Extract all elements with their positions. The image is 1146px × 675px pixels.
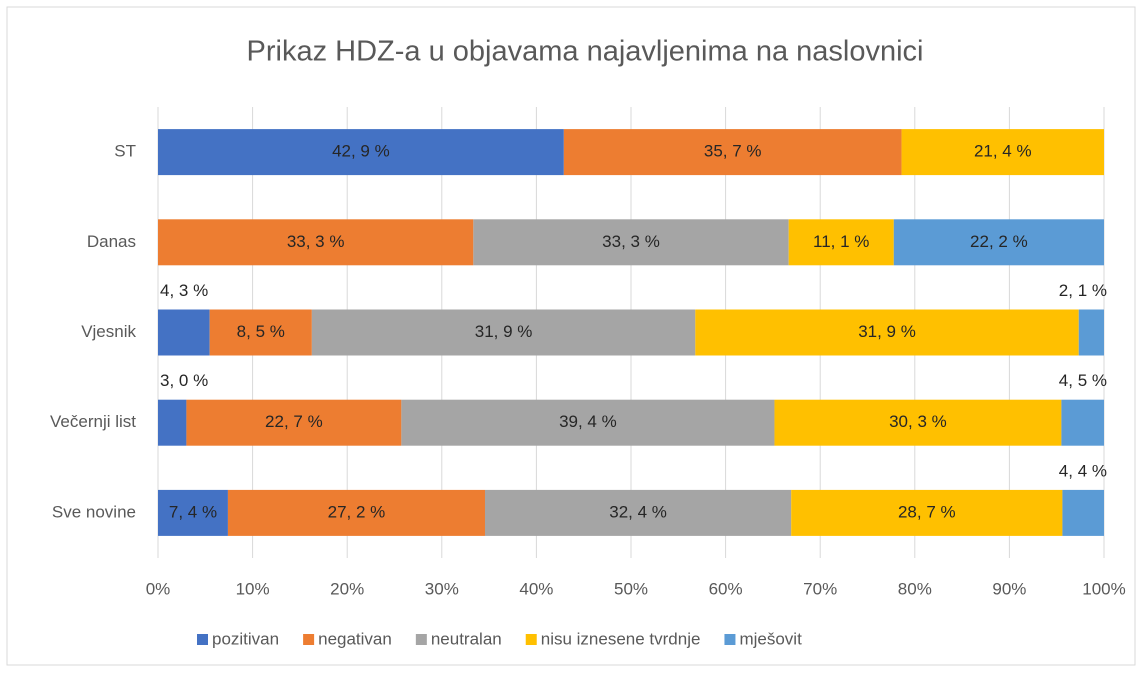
data-label: 3, 0 % — [160, 371, 208, 390]
bar-segment — [311, 309, 696, 356]
data-label: 7, 4 % — [169, 502, 217, 521]
legend-label: negativan — [318, 629, 392, 648]
x-tick-label: 50% — [614, 579, 648, 598]
legend-swatch — [525, 634, 537, 645]
bar-segment — [158, 309, 210, 356]
y-tick-label: Večernji list — [50, 412, 136, 431]
x-tick-label: 0% — [146, 579, 171, 598]
bar-segment — [227, 489, 485, 536]
bar-segment — [791, 489, 1063, 536]
legend-swatch — [197, 634, 208, 645]
y-tick-label: Sve novine — [52, 502, 136, 521]
data-label: 28, 7 % — [898, 502, 956, 521]
bar-segment — [158, 129, 564, 176]
data-label: 4, 4 % — [1059, 461, 1107, 480]
data-label: 22, 2 % — [970, 232, 1028, 251]
legend-label: nisu iznesene tvrdnje — [541, 629, 701, 648]
x-tick-label: 80% — [898, 579, 932, 598]
bar-segment — [158, 399, 187, 446]
data-label: 32, 4 % — [609, 502, 667, 521]
data-label: 31, 9 % — [858, 322, 916, 341]
data-label: 35, 7 % — [704, 142, 762, 161]
bar-segment — [401, 399, 775, 446]
data-label: 2, 1 % — [1059, 281, 1107, 300]
data-label: 27, 2 % — [328, 502, 386, 521]
data-label: 11, 1 % — [813, 232, 869, 251]
bar-segment — [158, 489, 228, 536]
legend-swatch — [303, 634, 315, 645]
legend-label: mješovit — [739, 629, 802, 648]
legend-label: neutralan — [431, 629, 502, 648]
bar-segment — [1061, 399, 1104, 446]
data-label: 22, 7 % — [265, 412, 323, 431]
data-label: 42, 9 % — [332, 142, 390, 161]
legend-swatch — [724, 634, 736, 645]
bar-segment — [209, 309, 312, 356]
x-tick-label: 30% — [425, 579, 459, 598]
data-label: 4, 3 % — [160, 281, 208, 300]
bar-segment — [186, 399, 402, 446]
legend-swatch — [415, 634, 427, 645]
bar-segment — [158, 219, 474, 266]
data-label: 31, 9 % — [475, 322, 533, 341]
x-tick-label: 100% — [1082, 579, 1125, 598]
data-label: 39, 4 % — [559, 412, 617, 431]
bar-segment — [484, 489, 792, 536]
data-label: 8, 5 % — [237, 322, 285, 341]
bar-segment — [774, 399, 1062, 446]
data-label: 33, 3 % — [287, 232, 345, 251]
bar-segment — [788, 219, 894, 266]
x-tick-label: 40% — [519, 579, 553, 598]
data-label: 30, 3 % — [889, 412, 947, 431]
data-label: 33, 3 % — [602, 232, 660, 251]
data-label: 4, 5 % — [1059, 371, 1107, 390]
bar-segment — [1062, 489, 1104, 536]
bar-segment — [893, 219, 1104, 266]
bar-segment — [563, 129, 902, 176]
y-tick-label: Danas — [87, 232, 136, 251]
bar-segment — [1078, 309, 1104, 356]
bar-segment — [901, 129, 1104, 176]
legend-label: pozitivan — [212, 629, 279, 648]
bar-segment — [695, 309, 1079, 356]
y-tick-label: Vjesnik — [81, 322, 136, 341]
x-tick-label: 20% — [330, 579, 364, 598]
chart-title: Prikaz HDZ-a u objavama najavljenima na … — [247, 36, 924, 68]
x-tick-label: 90% — [992, 579, 1026, 598]
x-tick-label: 70% — [803, 579, 837, 598]
bar-segment — [473, 219, 789, 266]
data-label: 21, 4 % — [974, 142, 1032, 161]
x-tick-label: 10% — [236, 579, 270, 598]
y-tick-label: ST — [114, 142, 136, 161]
x-tick-label: 60% — [709, 579, 743, 598]
